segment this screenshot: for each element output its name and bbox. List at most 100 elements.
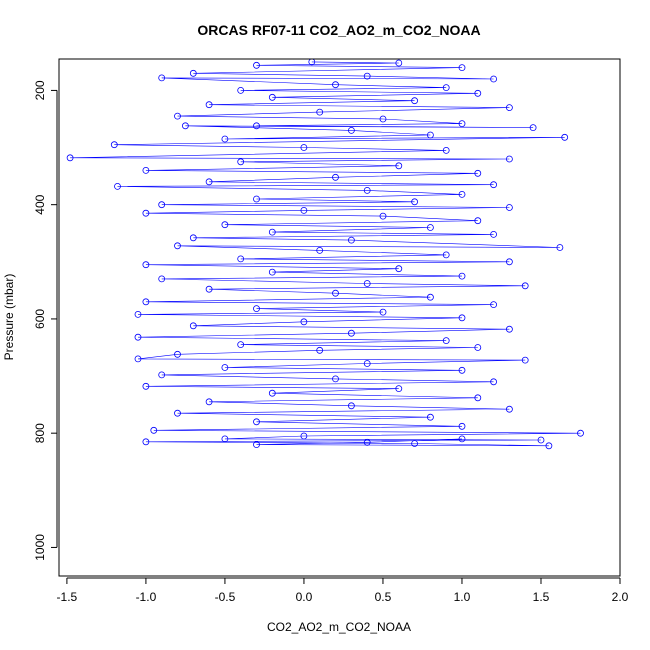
data-point [300, 206, 308, 214]
data-point [134, 333, 142, 341]
data-point [347, 236, 355, 244]
data-point [442, 146, 450, 154]
data-point [458, 314, 466, 322]
data-point [308, 59, 316, 66]
data-point [363, 360, 371, 367]
data-point [253, 195, 260, 203]
data-point [237, 341, 245, 349]
data-point [347, 126, 355, 134]
plot-area [66, 59, 584, 450]
data-point [174, 409, 181, 417]
data-point [442, 251, 450, 259]
data-point [142, 298, 150, 306]
data-point [174, 112, 181, 120]
data-point [347, 329, 355, 337]
data-point [253, 122, 260, 130]
y-axis-label: Pressure (mbar) [2, 274, 16, 361]
data-point [158, 371, 166, 379]
data-point [442, 337, 450, 345]
data-point [300, 318, 308, 326]
data-point [411, 97, 419, 105]
chart-title: ORCAS RF07-11 CO2_AO2_m_CO2_NOAA [197, 22, 480, 38]
data-point [150, 426, 158, 434]
data-point [490, 75, 498, 83]
data-point [237, 158, 245, 166]
data-point [379, 212, 387, 220]
data-point [458, 435, 466, 443]
x-tick-label: -1.5 [57, 590, 78, 604]
data-point [253, 418, 260, 426]
data-point [505, 258, 513, 266]
data-point [189, 322, 197, 330]
data-point [458, 366, 466, 374]
data-point [363, 72, 371, 80]
data-point [158, 201, 166, 209]
data-point [521, 282, 529, 290]
data-point [426, 224, 434, 231]
y-tick-label: 600 [33, 309, 47, 329]
data-point [442, 84, 450, 91]
data-point [426, 413, 434, 421]
data-point [253, 441, 260, 449]
data-point [458, 120, 466, 127]
data-point [158, 275, 166, 283]
x-tick-label: -1.0 [136, 590, 157, 604]
data-point [221, 364, 229, 371]
data-point [426, 293, 434, 301]
data-point [221, 135, 229, 143]
data-point [474, 394, 482, 402]
data-point [363, 186, 371, 194]
data-point [347, 402, 355, 410]
data-point [253, 61, 260, 69]
data-point [316, 108, 324, 116]
x-tick-label: 1.0 [454, 590, 471, 604]
x-tick-label: 2.0 [612, 590, 629, 604]
data-point [505, 405, 513, 413]
data-point [490, 378, 498, 386]
data-point [505, 325, 513, 333]
data-point [505, 204, 513, 211]
x-tick-label: 1.5 [533, 590, 550, 604]
data-point [490, 301, 498, 309]
data-point [505, 155, 513, 163]
data-point [411, 198, 419, 206]
data-point [181, 122, 189, 130]
data-point [395, 265, 403, 273]
data-point [363, 438, 371, 446]
data-point [174, 350, 181, 358]
data-point [110, 141, 118, 149]
data-point [458, 272, 466, 280]
data-point [316, 246, 324, 254]
data-point [556, 244, 564, 251]
data-point [458, 422, 466, 430]
series-line [70, 61, 581, 447]
plot-frame [58, 58, 621, 577]
y-tick-label: 200 [33, 80, 47, 100]
data-point [363, 280, 371, 287]
data-point [332, 173, 339, 181]
data-point [561, 133, 569, 141]
data-point [505, 104, 513, 111]
data-point [174, 242, 181, 250]
data-point [529, 124, 537, 131]
data-point [221, 435, 229, 443]
data-point [268, 228, 276, 236]
data-point [189, 69, 197, 77]
data-point [537, 436, 545, 444]
x-tick-label: 0.5 [375, 590, 392, 604]
data-point [521, 356, 529, 364]
data-point [490, 181, 498, 189]
data-point [142, 438, 150, 446]
data-point [379, 308, 387, 316]
data-point [395, 162, 403, 170]
data-point [474, 217, 482, 225]
data-point [142, 382, 150, 390]
data-point [134, 355, 142, 363]
data-point [332, 289, 339, 297]
data-point [411, 440, 419, 447]
y-tick-label: 1000 [33, 534, 47, 561]
data-point [205, 285, 213, 293]
data-point [237, 255, 245, 263]
data-point [66, 154, 74, 162]
